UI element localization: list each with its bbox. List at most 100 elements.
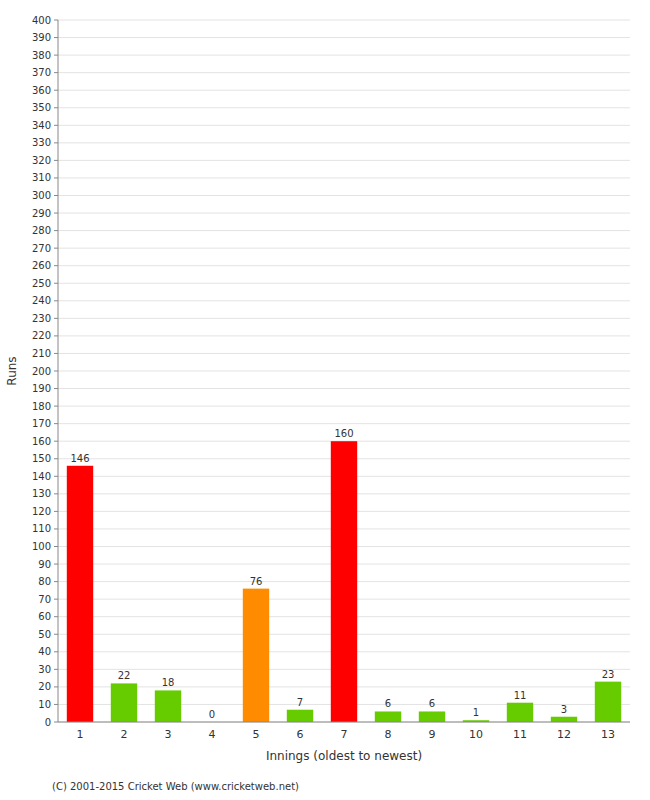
x-tick-label: 2 (121, 728, 128, 741)
y-tick (54, 493, 58, 494)
y-tick (54, 458, 58, 459)
y-tick (54, 335, 58, 336)
y-tick-label: 220 (32, 330, 51, 341)
grid-line (58, 423, 630, 424)
x-tick-label: 12 (557, 728, 571, 741)
y-tick-label: 280 (32, 225, 51, 236)
y-tick (54, 125, 58, 126)
y-tick (54, 37, 58, 38)
x-tick-label: 5 (253, 728, 260, 741)
y-tick (54, 248, 58, 249)
grid-line (58, 213, 630, 214)
grid-line (58, 230, 630, 231)
y-tick (54, 511, 58, 512)
y-tick (54, 353, 58, 354)
footer: (C) 2001-2015 Cricket Web (www.cricketwe… (52, 781, 299, 792)
x-tick-label: 10 (469, 728, 483, 741)
grid-line (58, 125, 630, 126)
data-label: 6 (429, 698, 435, 709)
y-tick-label: 230 (32, 313, 51, 324)
y-tick (54, 55, 58, 56)
data-label: 160 (334, 428, 353, 439)
x-axis-title: Innings (oldest to newest) (266, 749, 422, 763)
y-tick-label: 0 (45, 717, 51, 728)
y-tick-label: 270 (32, 243, 51, 254)
y-tick (54, 406, 58, 407)
y-tick-label: 260 (32, 260, 51, 271)
grid-line (58, 248, 630, 249)
y-tick (54, 318, 58, 319)
y-tick (54, 528, 58, 529)
y-tick-label: 30 (38, 664, 51, 675)
bar (419, 711, 445, 722)
y-axis: 0102030405060708090100110120130140150160… (32, 15, 58, 728)
bars (67, 441, 621, 722)
y-tick (54, 72, 58, 73)
x-tick-label: 6 (297, 728, 304, 741)
y-tick-label: 80 (38, 576, 51, 587)
y-tick-label: 170 (32, 418, 51, 429)
y-tick-label: 110 (32, 523, 51, 534)
y-tick-label: 120 (32, 506, 51, 517)
grid-line (58, 335, 630, 336)
data-labels: 1462218076716066111323 (70, 428, 614, 720)
data-label: 146 (70, 453, 89, 464)
y-tick (54, 634, 58, 635)
bar (595, 682, 621, 722)
y-tick-label: 20 (38, 681, 51, 692)
y-tick-label: 360 (32, 85, 51, 96)
y-tick-label: 60 (38, 611, 51, 622)
y-tick (54, 265, 58, 266)
grid-line (58, 72, 630, 73)
data-label: 22 (118, 670, 131, 681)
x-tick-label: 7 (341, 728, 348, 741)
bar (155, 690, 181, 722)
data-label: 1 (473, 707, 479, 718)
grid-line (58, 283, 630, 284)
grid-line (58, 160, 630, 161)
y-tick (54, 423, 58, 424)
data-label: 76 (250, 576, 263, 587)
y-tick (54, 564, 58, 565)
grid-line (58, 177, 630, 178)
y-tick-label: 50 (38, 629, 51, 640)
y-tick (54, 651, 58, 652)
y-tick-label: 160 (32, 436, 51, 447)
y-tick-label: 290 (32, 208, 51, 219)
grid-line (58, 353, 630, 354)
bar (243, 589, 269, 722)
y-tick-label: 210 (32, 348, 51, 359)
bar (507, 703, 533, 722)
x-tick-label: 8 (385, 728, 392, 741)
y-tick (54, 704, 58, 705)
y-axis-title: Runs (5, 356, 19, 385)
data-label: 7 (297, 697, 303, 708)
y-tick (54, 213, 58, 214)
y-tick (54, 371, 58, 372)
y-tick (54, 722, 58, 723)
y-tick-label: 130 (32, 488, 51, 499)
bar (67, 466, 93, 722)
y-tick-label: 380 (32, 50, 51, 61)
x-tick-label: 11 (513, 728, 527, 741)
grid-line (58, 406, 630, 407)
y-tick-label: 240 (32, 295, 51, 306)
y-tick-label: 140 (32, 471, 51, 482)
bar (375, 711, 401, 722)
grid-line (58, 107, 630, 108)
y-tick (54, 686, 58, 687)
y-tick (54, 669, 58, 670)
y-tick-label: 310 (32, 172, 51, 183)
x-tick-label: 3 (165, 728, 172, 741)
y-tick (54, 177, 58, 178)
x-axis-line (58, 722, 630, 723)
grid-line (58, 90, 630, 91)
bar (111, 683, 137, 722)
y-tick-label: 340 (32, 120, 51, 131)
grid (58, 20, 630, 722)
y-tick-label: 40 (38, 646, 51, 657)
y-tick-label: 100 (32, 541, 51, 552)
y-tick (54, 160, 58, 161)
grid-line (58, 195, 630, 196)
y-tick-label: 70 (38, 594, 51, 605)
